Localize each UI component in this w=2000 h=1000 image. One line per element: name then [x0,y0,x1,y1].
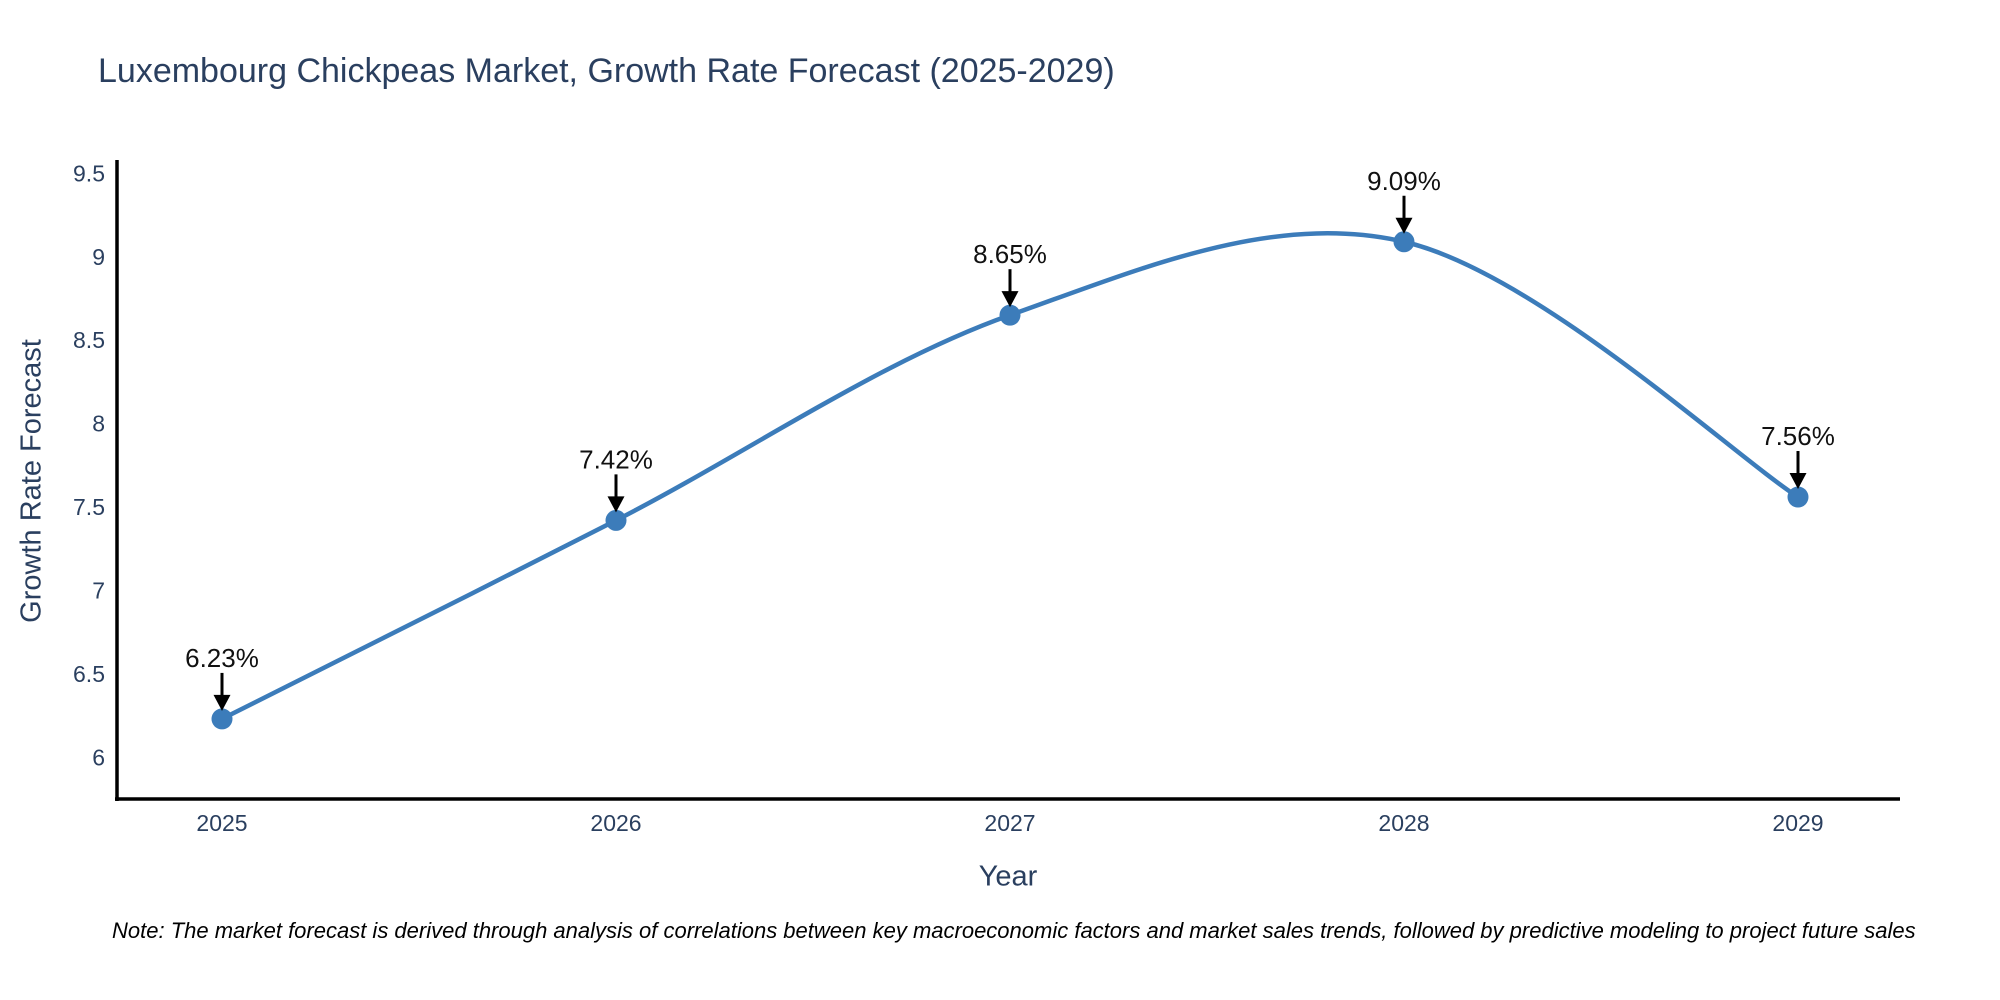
y-tick-label: 9.5 [73,160,105,186]
annotation-arrow-head [213,694,231,711]
x-tick-label: 2029 [1772,810,1823,836]
y-tick-label: 7 [92,577,105,603]
annotation-arrow-head [1395,217,1413,234]
y-tick-label: 7.5 [73,494,105,520]
y-axis-title: Growth Rate Forecast [15,339,48,623]
annotation-label: 9.09% [1367,166,1441,196]
annotation-arrow-head [607,496,625,513]
y-tick-label: 6 [92,744,105,770]
x-tick-label: 2027 [984,810,1035,836]
y-tick-label: 9 [92,244,105,270]
data-point-2026 [605,509,627,531]
x-tick-label: 2028 [1378,810,1429,836]
annotation-arrow-head [1001,291,1019,308]
annotation-label: 6.23% [185,643,259,673]
data-point-2029 [1787,486,1809,508]
y-tick-label: 6.5 [73,661,105,687]
y-tick-label: 8.5 [73,327,105,353]
y-tick-label: 8 [92,411,105,437]
x-tick-label: 2025 [196,810,247,836]
x-tick-label: 2026 [590,810,641,836]
data-point-2027 [999,304,1021,326]
chart-title: Luxembourg Chickpeas Market, Growth Rate… [98,52,1115,90]
annotation-label: 8.65% [973,239,1047,269]
annotation-label: 7.42% [579,444,653,474]
annotation-arrow-head [1789,473,1807,490]
data-point-2028 [1393,231,1415,253]
annotation-label: 7.56% [1761,421,1835,451]
footnote: Note: The market forecast is derived thr… [112,918,1916,943]
x-axis-title: Year [978,860,1038,893]
data-point-2025 [211,708,233,730]
